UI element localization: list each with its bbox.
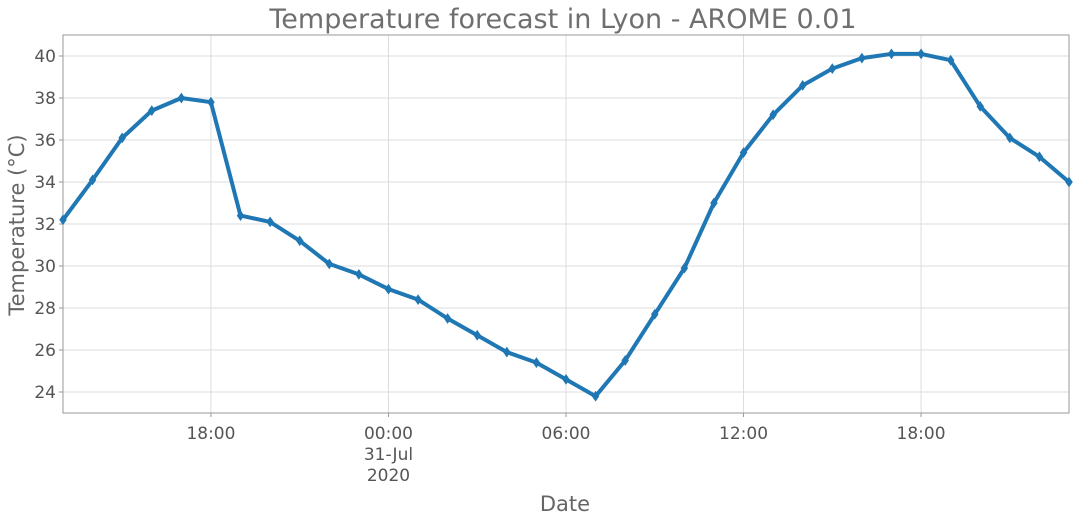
data-point-marker bbox=[1065, 176, 1073, 188]
data-point-marker bbox=[118, 132, 126, 144]
data-point-marker bbox=[532, 357, 541, 368]
chart-title: Temperature forecast in Lyon - AROME 0.0… bbox=[268, 4, 856, 35]
data-point-marker bbox=[1035, 151, 1044, 163]
data-point-marker bbox=[946, 54, 955, 66]
data-point-marker bbox=[858, 52, 866, 64]
x-tick-label: 18:00 bbox=[897, 424, 946, 444]
x-tick-label: 06:00 bbox=[542, 424, 591, 444]
y-tick-label: 38 bbox=[34, 89, 56, 109]
y-tick-label: 26 bbox=[34, 341, 56, 361]
data-point-marker bbox=[59, 214, 67, 226]
x-tick-label: 18:00 bbox=[186, 424, 235, 444]
y-tick-label: 24 bbox=[34, 383, 56, 403]
data-point-marker bbox=[621, 355, 629, 366]
data-point-marker bbox=[207, 96, 215, 108]
data-point-marker bbox=[177, 92, 186, 104]
x-axis-label: Date bbox=[540, 492, 590, 516]
temperature-series-markers bbox=[59, 48, 1073, 402]
data-point-marker bbox=[917, 48, 925, 60]
data-point-marker bbox=[591, 390, 600, 402]
y-ticks: 24 26 28 30 32 34 36 38 40 bbox=[34, 47, 63, 403]
data-point-marker bbox=[650, 308, 659, 320]
y-tick-label: 40 bbox=[34, 47, 56, 67]
data-point-marker bbox=[798, 80, 807, 91]
data-point-marker bbox=[976, 101, 985, 112]
data-point-marker bbox=[295, 235, 304, 247]
data-point-marker bbox=[88, 174, 97, 186]
data-point-marker bbox=[887, 48, 896, 60]
x-tick-label: 31-Jul bbox=[364, 445, 413, 465]
data-point-marker bbox=[828, 63, 837, 74]
data-point-marker bbox=[414, 294, 422, 305]
data-point-marker bbox=[384, 283, 393, 295]
data-point-marker bbox=[236, 210, 245, 221]
data-point-marker bbox=[710, 197, 718, 209]
y-tick-label: 30 bbox=[34, 257, 56, 277]
data-point-marker bbox=[147, 105, 156, 116]
grid-lines bbox=[63, 35, 1069, 413]
data-point-marker bbox=[443, 313, 452, 324]
x-tick-label: 2020 bbox=[367, 466, 410, 486]
data-point-marker bbox=[739, 147, 748, 158]
y-axis-label: Temperature (°C) bbox=[5, 134, 29, 316]
data-point-marker bbox=[473, 329, 482, 341]
y-tick-label: 34 bbox=[34, 173, 56, 193]
y-tick-label: 28 bbox=[34, 299, 56, 319]
x-tick-label: 12:00 bbox=[719, 424, 768, 444]
data-point-marker bbox=[1006, 132, 1014, 144]
data-point-marker bbox=[325, 258, 334, 270]
data-point-marker bbox=[562, 374, 570, 385]
data-point-marker bbox=[503, 346, 511, 358]
data-point-marker bbox=[769, 109, 777, 121]
x-tick-label: 00:00 bbox=[364, 424, 413, 444]
y-tick-label: 32 bbox=[34, 215, 56, 235]
data-point-marker bbox=[680, 262, 689, 274]
y-tick-label: 36 bbox=[34, 131, 56, 151]
data-point-marker bbox=[266, 216, 274, 228]
data-point-marker bbox=[355, 269, 363, 280]
